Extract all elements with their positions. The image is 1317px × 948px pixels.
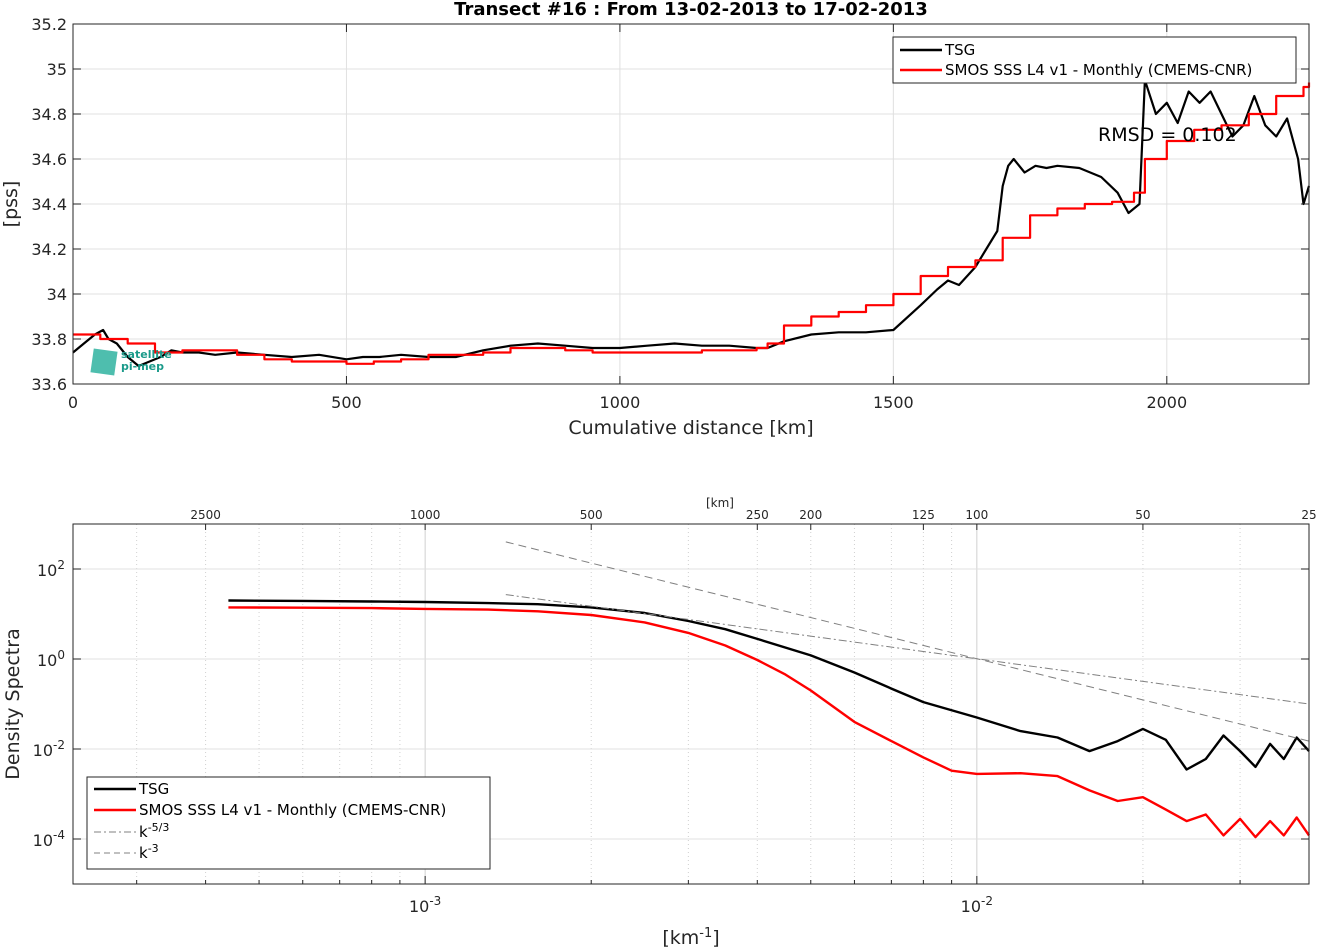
bottom-series-tsg-line bbox=[228, 599, 1310, 771]
top-y-tick-label: 34 bbox=[47, 285, 67, 304]
bottom-legend-label-smos: SMOS SSS L4 v1 - Monthly (CMEMS-CNR) bbox=[139, 801, 446, 819]
top-series-tsg-line bbox=[72, 79, 1311, 368]
satellite-pi-mep-logo: satellite pi-mep bbox=[90, 348, 172, 376]
density-spectra-chart: 10-4 10-2 100 102 10-3 10-2 2500 1000 500 250 200 1… bbox=[2, 496, 1317, 948]
bottom-top-tick-label: 25 bbox=[1301, 508, 1316, 522]
bottom-top-tick-label: 100 bbox=[965, 508, 988, 522]
top-y-tick-label: 34.2 bbox=[31, 240, 67, 259]
top-x-tick-label: 1000 bbox=[600, 393, 641, 412]
top-y-tick-label: 34.8 bbox=[31, 105, 67, 124]
rmsd-annotation: RMSD = 0.102 bbox=[1098, 124, 1237, 146]
top-series-smos-line bbox=[73, 82, 1311, 365]
bottom-top-tick-label: 1000 bbox=[410, 508, 441, 522]
bottom-y-axis-label: Density Spectra bbox=[2, 628, 24, 779]
top-x-tick-label: 2000 bbox=[1146, 393, 1187, 412]
bottom-x-axis-label: [km-1] bbox=[662, 926, 719, 948]
bottom-top-tick-label: 500 bbox=[580, 508, 603, 522]
top-series-group bbox=[72, 79, 1311, 368]
top-x-tick-label: 500 bbox=[331, 393, 362, 412]
bottom-series-k3-line bbox=[505, 541, 1310, 742]
top-x-axis-label: Cumulative distance [km] bbox=[568, 417, 813, 439]
top-legend-label-smos: SMOS SSS L4 v1 - Monthly (CMEMS-CNR) bbox=[945, 61, 1252, 79]
top-y-tick-label: 35 bbox=[47, 60, 67, 79]
logo-text-line2: pi-mep bbox=[121, 360, 164, 373]
bottom-legend: TSG SMOS SSS L4 v1 - Monthly (CMEMS-CNR)… bbox=[86, 776, 491, 870]
bottom-top-tick-label: 200 bbox=[799, 508, 822, 522]
salinity-transect-chart: 0 500 1000 1500 2000 33.6 33.8 34 34.2 34.4 34.6 34… bbox=[0, 0, 1311, 439]
bottom-plot-frame bbox=[72, 523, 1310, 885]
bottom-legend-label-tsg: TSG bbox=[138, 780, 169, 798]
bottom-series-smos-line bbox=[228, 606, 1310, 839]
top-y-axis-label: [pss] bbox=[0, 181, 22, 228]
bottom-x-tick-label: 10-2 bbox=[961, 894, 993, 916]
top-legend-box bbox=[892, 36, 1297, 84]
top-x-tick-label: 1500 bbox=[873, 393, 914, 412]
top-y-tick-label: 33.8 bbox=[31, 330, 67, 349]
logo-cube-icon bbox=[90, 348, 118, 376]
top-y-tick-label: 34.4 bbox=[31, 195, 67, 214]
top-x-tick-label: 0 bbox=[68, 393, 78, 412]
bottom-series-k53-line bbox=[505, 594, 1310, 705]
bottom-top-tick-label: 125 bbox=[912, 508, 935, 522]
bottom-legend-box bbox=[86, 776, 491, 870]
top-ticks: 0 500 1000 1500 2000 33.6 33.8 34 34.2 34.4 34.6 34… bbox=[31, 15, 1309, 412]
top-y-tick-label: 33.6 bbox=[31, 375, 67, 394]
bottom-x-tick-label: 10-3 bbox=[409, 894, 441, 916]
bottom-ticks: 10-4 10-2 100 102 10-3 10-2 2500 1000 500 250 200 1… bbox=[33, 508, 1317, 916]
bottom-y-tick-label: 102 bbox=[37, 558, 65, 580]
top-legend: TSG SMOS SSS L4 v1 - Monthly (CMEMS-CNR) bbox=[892, 36, 1297, 84]
bottom-top-axis-label: [km] bbox=[706, 496, 734, 510]
bottom-series-group bbox=[228, 541, 1310, 839]
bottom-y-tick-label: 10-2 bbox=[33, 738, 65, 760]
bottom-y-tick-label: 10-4 bbox=[33, 828, 65, 850]
bottom-top-tick-label: 250 bbox=[746, 508, 769, 522]
top-y-tick-label: 35.2 bbox=[31, 15, 67, 34]
top-legend-label-tsg: TSG bbox=[944, 41, 975, 59]
top-y-tick-label: 34.6 bbox=[31, 150, 67, 169]
logo-text-line1: satellite bbox=[121, 348, 172, 361]
bottom-top-tick-label: 50 bbox=[1135, 508, 1150, 522]
top-chart-title: Transect #16 : From 13-02-2013 to 17-02-… bbox=[454, 0, 928, 20]
bottom-top-tick-label: 2500 bbox=[190, 508, 221, 522]
bottom-y-tick-label: 100 bbox=[37, 648, 65, 670]
